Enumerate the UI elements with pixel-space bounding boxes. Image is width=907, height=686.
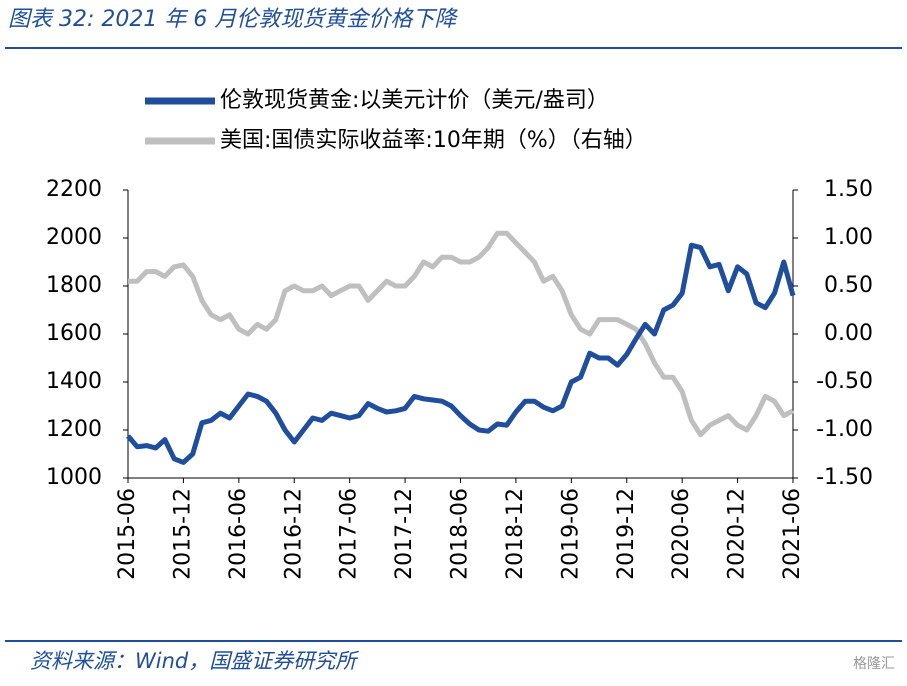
x-tick-label: 2018-12 (503, 488, 528, 580)
y-tick-label: 1200 (46, 417, 102, 442)
x-tick-label: 2020-12 (725, 488, 750, 580)
x-tick-label: 2016-12 (281, 488, 306, 580)
x-tick-label: 2017-12 (392, 488, 417, 580)
x-tick-label: 2017-06 (337, 488, 362, 580)
y2-tick-label: 0.50 (824, 273, 873, 298)
y2-tick-label: -0.50 (816, 369, 873, 394)
x-tick-label: 2018-06 (448, 488, 473, 580)
source: 资料来源：Wind，国盛证券研究所 (30, 649, 359, 673)
x-tick-label: 2021-06 (780, 488, 805, 580)
y-tick-label: 1400 (46, 369, 102, 394)
x-tick-label: 2019-12 (614, 488, 639, 580)
y-tick-label: 2200 (46, 177, 102, 202)
x-tick-label: 2016-06 (226, 488, 251, 580)
y2-tick-label: 0.00 (824, 321, 873, 346)
series-line (126, 242, 796, 465)
legend-label: 美国:国债实际收益率:10年期（%）（右轴） (220, 128, 647, 153)
series-line (128, 230, 795, 438)
x-tick-label: 2019-06 (558, 488, 583, 580)
y-tick-label: 1600 (46, 321, 102, 346)
chart-title: 图表 32: 2021 年 6 月伦敦现货黄金价格下降 (8, 7, 458, 32)
watermark: 格隆汇 (853, 656, 895, 672)
x-tick-label: 2020-06 (669, 488, 694, 580)
y-tick-label: 2000 (46, 225, 102, 250)
y2-tick-label: 1.50 (824, 177, 873, 202)
x-tick-label: 2015-06 (115, 488, 140, 580)
y2-tick-label: -1.00 (816, 417, 873, 442)
y2-tick-label: -1.50 (816, 465, 873, 490)
legend-label: 伦敦现货黄金:以美元计价（美元/盎司） (220, 88, 609, 113)
y-tick-label: 1000 (46, 465, 102, 490)
y2-tick-label: 1.00 (824, 225, 873, 250)
y-tick-label: 1800 (46, 273, 102, 298)
x-tick-label: 2015-12 (170, 488, 195, 580)
